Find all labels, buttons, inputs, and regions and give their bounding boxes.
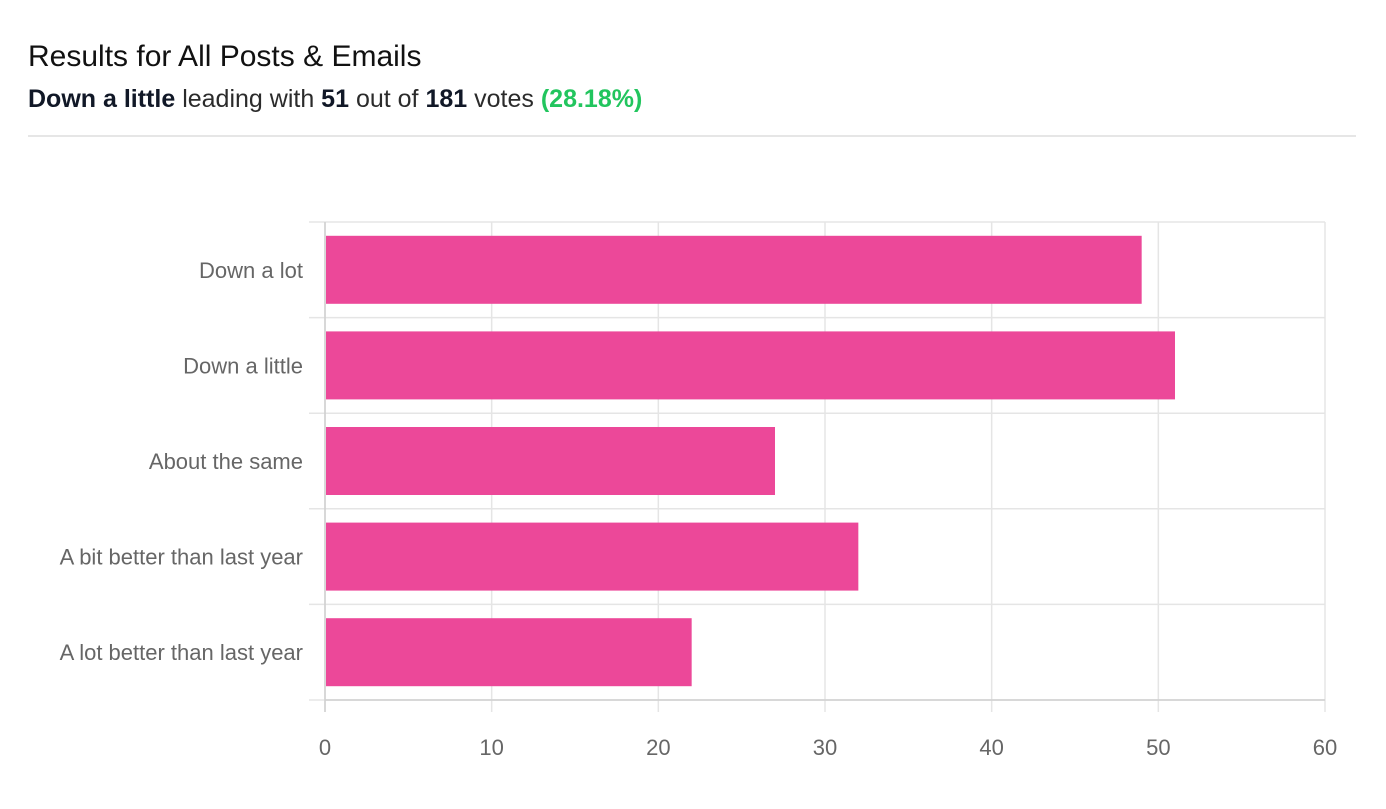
category-label: A bit better than last year bbox=[60, 545, 303, 570]
chart-header: Results for All Posts & Emails Down a li… bbox=[28, 38, 1356, 116]
page-title: Results for All Posts & Emails bbox=[28, 40, 422, 73]
x-tick-label: 60 bbox=[1313, 735, 1337, 760]
bar bbox=[326, 427, 775, 495]
votes-text: votes bbox=[474, 85, 534, 113]
category-label: About the same bbox=[149, 449, 303, 474]
x-tick-label: 0 bbox=[319, 735, 331, 760]
header-divider bbox=[28, 135, 1356, 137]
results-summary: Down a little leading with 51 out of 181… bbox=[28, 82, 1356, 116]
x-tick-label: 30 bbox=[813, 735, 837, 760]
x-tick-label: 50 bbox=[1146, 735, 1170, 760]
bar bbox=[326, 331, 1175, 400]
leader-votes: 51 bbox=[321, 85, 349, 113]
bar bbox=[326, 235, 1142, 304]
category-label: A lot better than last year bbox=[60, 640, 303, 665]
x-tick-label: 40 bbox=[979, 735, 1003, 760]
total-votes: 181 bbox=[425, 85, 468, 113]
out-of-text: out of bbox=[355, 85, 419, 113]
bar bbox=[326, 522, 859, 591]
category-label: Down a little bbox=[183, 353, 303, 378]
x-tick-label: 20 bbox=[646, 735, 670, 760]
leader-percent: (28.18%) bbox=[540, 85, 643, 113]
leading-with-text: leading with bbox=[182, 85, 315, 113]
leader-label: Down a little bbox=[28, 85, 176, 113]
bar bbox=[326, 618, 692, 687]
x-tick-label: 10 bbox=[479, 735, 503, 760]
category-label: Down a lot bbox=[199, 258, 303, 283]
